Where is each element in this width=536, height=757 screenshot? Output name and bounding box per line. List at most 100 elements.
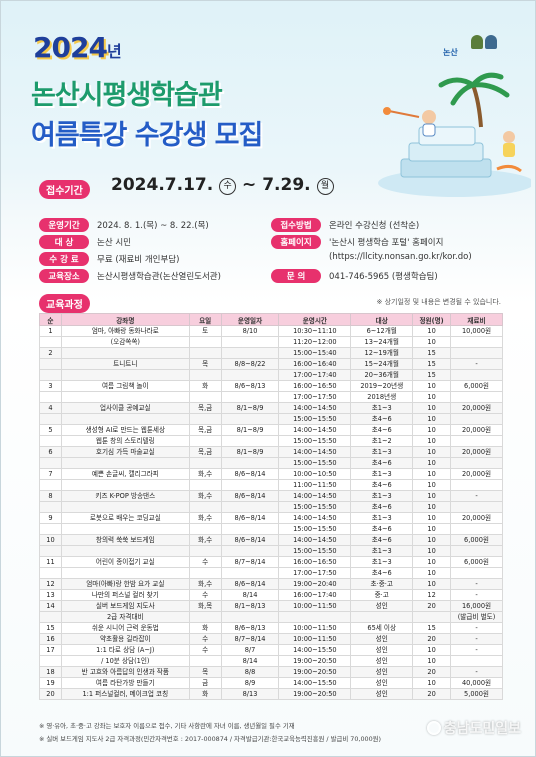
table-cell: 초1~3 [350, 490, 414, 502]
table-row: 웹툰 창의 스토리텔링 15:00~15:50 초1~2 10 [39, 435, 503, 447]
table-row: 3 여름 그림책 놀이 화 8/6~8/13 16:00~16:50 2019~20년생 1… [39, 380, 503, 392]
table-row: 18 반 고흐와 아름답의 인생과 작품 목 8/8 19:00~20:50 성인 20- [39, 666, 503, 678]
table-cell: 화,수 [188, 490, 222, 502]
table-cell: 14:00~14:50 [278, 446, 352, 458]
info-homepage-url[interactable]: (https://llcity.nonsan.go.kr/kor.do) [329, 252, 472, 268]
table-cell [450, 457, 503, 469]
table-cell: 13~24개월 [350, 336, 414, 348]
table-cell: 8/8 [220, 666, 280, 678]
table-cell: 초1~3 [350, 402, 414, 414]
table-cell: 성인 [350, 644, 414, 656]
table-cell [188, 545, 222, 557]
info-value: '논산시 평생학습 포털' 홈페이지 [329, 238, 444, 248]
table-cell: 10 [412, 545, 452, 557]
table-row: 17:00~17:50 2018년생 10 [39, 391, 503, 403]
table-cell: 14:00~15:50 [278, 644, 352, 656]
info-fee: 수 강 료 무료 (재료비 개인부담) [39, 252, 179, 268]
table-cell: 화,수 [188, 512, 222, 524]
info-label: 접수방법 [271, 218, 321, 232]
table-cell: 15 [412, 622, 452, 634]
table-cell: 초1~2 [350, 435, 414, 447]
period-tilde: ~ [242, 175, 257, 195]
table-cell: 10:30~11:10 [278, 325, 352, 337]
table-cell [39, 413, 62, 425]
table-cell: 10 [412, 435, 452, 447]
table-cell: 초1~3 [350, 446, 414, 458]
table-row: 15 쉬운 시니어 근력 운동법 화 8/6~8/13 10:00~11:50 65세 이… [39, 622, 503, 634]
table-cell: 14:00~14:50 [278, 534, 352, 546]
table-cell: 성인 [350, 688, 414, 700]
table-cell: 8 [39, 490, 62, 502]
table-cell: 금 [188, 677, 222, 689]
table-row: 15:00~15:50 초4~6 10 [39, 501, 503, 513]
course-table: 순 강좌명 요일 운영일자 운영시간 대상 정원(명) 재료비 1 엄마, 아빠랑… [39, 313, 503, 700]
table-cell [60, 413, 190, 425]
table-row: 11:00~11:50 초4~6 10 [39, 479, 503, 491]
table-cell: 초1~3 [350, 512, 414, 524]
table-cell: 20 [39, 688, 62, 700]
table-cell: 여름 라탄가방 만들기 [60, 677, 190, 689]
table-cell: 10 [412, 336, 452, 348]
table-cell [188, 391, 222, 403]
table-cell: - [450, 358, 503, 370]
table-cell: 20~36개월 [350, 369, 414, 381]
table-cell: 11:00~11:50 [278, 479, 352, 491]
table-cell: 토 [188, 325, 222, 337]
year-number: 2024 [33, 31, 108, 64]
table-row: 10 창의력 쑥쑥 보드게임 화,수 8/6~8/14 14:00~14:50 초4~6 1… [39, 534, 503, 546]
table-cell: 엄마(아빠)랑 한밤 요가 교실 [60, 578, 190, 590]
table-cell [350, 611, 414, 623]
table-cell: 수 [188, 633, 222, 645]
table-row: 16 약초활용 길라잡이 수 8/7~8/14 10:00~11:50 성인 20- [39, 633, 503, 645]
table-cell: 10 [412, 479, 452, 491]
table-cell: 초1~3 [350, 545, 414, 557]
table-cell: 10 [412, 446, 452, 458]
table-cell: (발급비 별도) [450, 611, 503, 623]
table-cell: 6,000원 [450, 534, 503, 546]
table-cell: 10 [412, 655, 452, 667]
table-cell: 20 [412, 600, 452, 612]
table-cell: 20,000원 [450, 468, 503, 480]
table-cell: 12~19개월 [350, 347, 414, 359]
table-cell: 목,금 [188, 446, 222, 458]
table-cell: 8/13 [220, 688, 280, 700]
info-operation-period: 운영기간 2024. 8. 1.(목) ~ 8. 22.(목) [39, 218, 209, 234]
table-cell: 10 [412, 567, 452, 579]
homepage-link[interactable]: (https://llcity.nonsan.go.kr/kor.do) [329, 252, 472, 262]
table-cell: 성인 [350, 600, 414, 612]
table-cell [220, 479, 280, 491]
end-weekday: 월 [316, 178, 334, 195]
table-cell: 어린이 종이접기 교실 [60, 556, 190, 568]
table-cell [188, 655, 222, 667]
table-cell [60, 391, 190, 403]
table-cell: 수 [188, 556, 222, 568]
table-cell: 성인 [350, 655, 414, 667]
table-cell [39, 358, 62, 370]
table-cell: 8/1~8/13 [220, 600, 280, 612]
table-cell: 나만의 퍼스널 컬러 찾기 [60, 589, 190, 601]
table-cell: 15:00~15:50 [278, 435, 352, 447]
table-cell [60, 369, 190, 381]
table-cell: 14:00~14:50 [278, 402, 352, 414]
table-row: 19 여름 라탄가방 만들기 금 8/9 14:00~15:50 성인 10 40,000원 [39, 677, 503, 689]
period-label: 접수기간 [39, 180, 90, 199]
table-cell: 19 [39, 677, 62, 689]
table-cell: 14:00~15:50 [278, 677, 352, 689]
table-cell: 화 [188, 380, 222, 392]
mascot-icon [485, 35, 497, 49]
info-value: 온라인 수강신청 (선착순) [329, 221, 420, 231]
col-target: 대상 [350, 313, 414, 326]
table-cell: 8/14 [220, 589, 280, 601]
table-cell: 14:00~14:50 [278, 424, 352, 436]
footer-note-1: ※ 영·유아, 초·중·고 강좌는 보호자 이름으로 접수, 기타 사항란에 자… [39, 722, 295, 730]
table-row: 11 어린이 종이접기 교실 수 8/7~8/14 16:00~16:50 초1~3 10 6… [39, 556, 503, 568]
table-cell [220, 611, 280, 623]
table-cell: 8/6~8/14 [220, 490, 280, 502]
table-cell [188, 523, 222, 535]
table-cell: 10 [412, 424, 452, 436]
table-cell: 10 [412, 556, 452, 568]
table-row: 17:00~17:50 초4~6 10 [39, 567, 503, 579]
year-suffix: 년 [106, 42, 122, 61]
period-end: 7.29. [262, 175, 311, 195]
table-cell: 8/6~8/14 [220, 512, 280, 524]
